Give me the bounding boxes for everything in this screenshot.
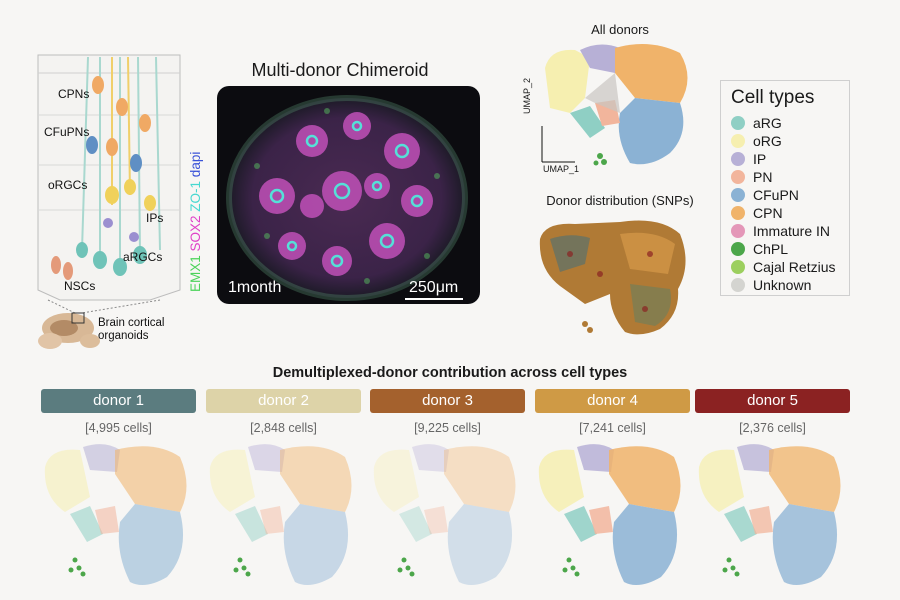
organoid-micrograph [217,86,480,304]
legend-item: IP [731,150,766,168]
donor-umap [209,444,352,586]
donor-cell-count: [2,376 cells] [739,421,806,435]
donor-umap [44,444,187,586]
legend-label: PN [753,169,773,185]
donor-umap [538,444,681,586]
legend-swatch [731,242,745,256]
legend-label: oRG [753,133,782,149]
donor-header: donor 2 [206,389,361,413]
legend-label: Immature IN [753,223,831,239]
legend-label: aRG [753,115,782,131]
legend-swatch [731,206,745,220]
legend-swatch [731,188,745,202]
legend-label: IP [753,151,767,167]
donor-section-title: Demultiplexed-donor contribution across … [272,365,628,381]
label-orgcs: oRGCs [48,178,88,192]
label-ips: IPs [146,211,164,225]
stain-emx1: EMX1 [188,251,203,292]
scale-bar [405,298,463,300]
donor-header: donor 5 [695,389,850,413]
legend-label: CPN [753,205,783,221]
donor-cell-count: [4,995 cells] [85,421,152,435]
legend-swatch [731,170,745,184]
legend-swatch [731,152,745,166]
stain-sox2: SOX2 [188,211,203,252]
umap-snps [539,220,686,335]
label-organoids: Brain cortical organoids [98,317,165,342]
umap-xaxis-label: UMAP_1 [543,164,580,174]
stain-zo1: ZO-1 [188,177,203,212]
legend-swatch [731,134,745,148]
legend-label: Cajal Retzius [753,259,836,275]
label-argcs: aRGCs [123,250,163,264]
label-cfupns: CFuPNs [44,125,90,139]
umap-yaxis-label: UMAP_2 [522,77,532,114]
legend-item: PN [731,168,772,186]
legend-item: CPN [731,204,783,222]
donor-cell-count: [7,241 cells] [579,421,646,435]
micrograph-image [226,95,468,301]
legend-title: Cell types [731,87,815,108]
donor-umap [373,444,516,586]
scale-label: 250μm [409,279,459,296]
legend-swatch [731,224,745,238]
legend-item: Unknown [731,276,811,294]
umap-snps-title: Donor distribution (SNPs) [546,193,694,208]
cortex-schematic: CPNs CFuPNs oRGCs IPs aRGCs NSCs Brain c… [20,45,200,350]
legend-item: ChPL [731,240,788,258]
label-nscs: NSCs [64,279,96,293]
legend-swatch [731,260,745,274]
legend-item: oRG [731,132,782,150]
donor-cell-count: [9,225 cells] [414,421,481,435]
label-cpns: CPNs [58,87,90,101]
legend-item: Immature IN [731,222,830,240]
cortex-schematic-drawing [37,54,181,349]
legend-item: aRG [731,114,782,132]
donor-cell-count: [2,848 cells] [250,421,317,435]
legend-swatch [731,116,745,130]
legend-swatch [731,278,745,292]
legend-item: Cajal Retzius [731,258,835,276]
donor-header: donor 4 [535,389,690,413]
legend-label: CFuPN [753,187,799,203]
cell-type-legend: Cell types aRG oRG IP PN CFuPN CPN Immature IN… [720,80,850,296]
micrograph-title: Multi-donor Chimeroid [251,60,429,80]
donor-header: donor 1 [41,389,196,413]
legend-label: Unknown [753,277,812,293]
donor-header: donor 3 [370,389,525,413]
legend-item: CFuPN [731,186,799,204]
legend-label: ChPL [753,241,789,257]
umap-all-donors [541,44,688,166]
umap-all-title: All donors [591,22,649,37]
stain-dapi: dapi [188,151,203,178]
stain-label: EMX1 SOX2 ZO-1 dapi [188,152,203,292]
age-label: 1month [228,279,282,296]
donor-umap [698,444,841,586]
